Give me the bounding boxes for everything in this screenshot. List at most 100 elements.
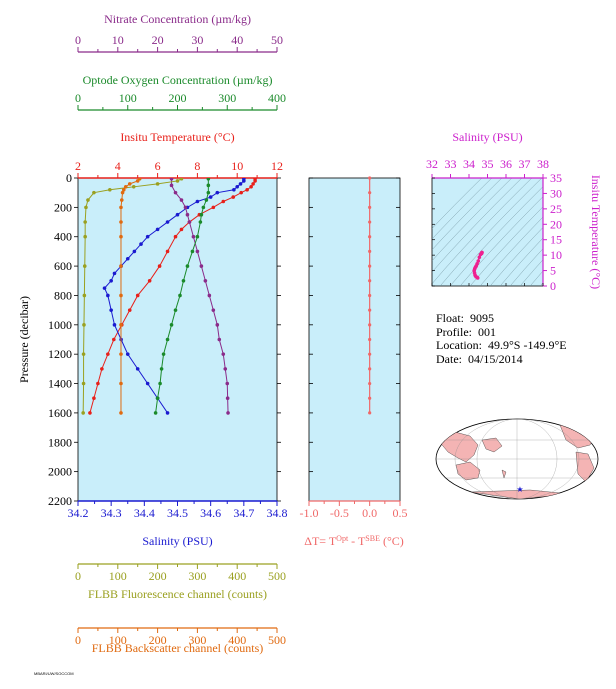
delta-t-panel: -1.0 -0.5 0.0 0.5 ΔT= TOpt - TSBE (°C) [300,176,408,548]
salinity-point [102,286,107,290]
density-contour [432,178,513,262]
delta-t-point [368,396,372,400]
ts-temperature-tick-label: 15 [550,233,562,247]
fluorescence-point [84,205,88,210]
delta-t-point [368,220,372,224]
nitrate-series [169,178,230,415]
oxygen-tick-label: 100 [119,91,137,105]
delta-t-point [368,176,372,180]
ts-temperature-axis-title: Insitu Temperature (°C) [589,175,603,289]
delta-t-point [368,323,372,327]
fluorescence-line [82,178,182,413]
fluorescence-point [175,179,180,183]
temperature-tick-label: 8 [194,159,200,173]
delta-t-point [368,352,372,356]
fluorescence-point [83,234,87,239]
salinity-point [232,187,236,192]
delta-t-point [368,205,372,209]
salinity-point [145,234,150,239]
ts-salinity-tick-label: 32 [426,157,438,171]
oxygen-point [206,190,211,195]
delta-t-point [368,337,372,342]
temperature-tick-label: 2 [75,159,81,173]
backscatter-tick-label: 0 [75,633,81,647]
ts-salinity-tick-label: 34 [463,157,475,171]
pressure-tick-label: 1000 [48,318,72,332]
fluorescence-point [131,185,136,189]
backscatter-point [119,220,123,224]
oxygen-tick-label: 0 [75,91,81,105]
oxygen-point [158,381,162,386]
oxygen-tick-label: 300 [218,91,236,105]
density-contour [459,196,543,286]
temperature-point [173,234,178,239]
nitrate-point [185,212,190,217]
salinity-tick-label: 34.4 [134,506,155,520]
salinity-point [106,293,110,298]
salinity-point [125,256,130,261]
backscatter-point [119,264,123,268]
salinity-tick-label: 34.2 [68,506,89,520]
salinity-tick-label: 34.6 [200,506,221,520]
density-contour [432,178,523,273]
salinity-point [109,278,113,283]
pressure-tick-label: 2000 [48,465,72,479]
float-info-block: Float: 9095 Profile: 001 Location: 49.9°S -… [436,311,573,367]
nitrate-point [169,183,174,188]
delta-t-point [368,191,372,195]
backscatter-point [120,190,125,195]
fluorescence-point [81,352,86,356]
oxygen-tick-label: 200 [169,91,187,105]
salinity-point [238,182,243,186]
fluorescence-point [82,264,87,268]
density-contour [562,168,616,296]
backscatter-tick-label: 300 [188,633,206,647]
temperature-point [165,249,170,254]
density-contour [509,248,543,286]
pressure-tick-label: 1600 [48,406,72,420]
fluorescence-series [81,178,184,415]
dt-axis-title: ΔT= TOpt - TSBE (°C) [304,534,404,549]
backscatter-tick-label: 200 [149,633,167,647]
temperature-point [127,308,132,312]
salinity-tick-label: 34.7 [233,506,254,520]
ts-salinity-axis-title: Salinity (PSU) [452,130,522,144]
nitrate-point [195,249,200,254]
delta-t-series [368,176,372,415]
pressure-tick-label: 1800 [48,435,72,449]
date-row: Date: 04/15/2014 [436,352,573,367]
temperature-tick-label: 10 [231,159,243,173]
temperature-point [135,293,140,298]
backscatter-point [127,182,132,186]
location-value: 49.9°S -149.9°E [487,338,567,352]
salinity-point [175,212,180,217]
delta-t-point [368,264,372,268]
ts-temperature-tick-label: 30 [550,186,562,200]
density-contour [612,168,616,296]
salinity-point [112,323,117,327]
density-contour [432,178,503,251]
nitrate-tick-label: 20 [152,33,164,47]
ts-temperature-tick-label: 10 [550,248,562,262]
backscatter-line [120,178,141,413]
fluorescence-point [82,293,87,298]
ts-series [472,250,484,280]
temperature-tick-label: 12 [271,159,283,173]
ts-temperature-tick-label: 0 [550,279,556,293]
oxygen-point [204,198,209,202]
float-row: Float: 9095 [436,311,573,326]
profile-value: 001 [478,324,496,339]
backscatter-tick-label: 100 [109,633,127,647]
nitrate-point [183,205,188,210]
pressure-axis-title: Pressure (decibar) [17,296,31,383]
nitrate-point [191,234,196,239]
nitrate-point [221,352,226,356]
ts-temperature-tick-label: 20 [550,217,562,231]
temperature-point [221,199,226,204]
fluorescence-point [155,182,160,186]
nitrate-axis: 0 10 20 30 40 50 Nitrate Concentration (µm/kg) [75,12,283,53]
temperature-point [245,187,249,192]
backscatter-point [135,179,140,183]
ts-point [477,255,482,260]
